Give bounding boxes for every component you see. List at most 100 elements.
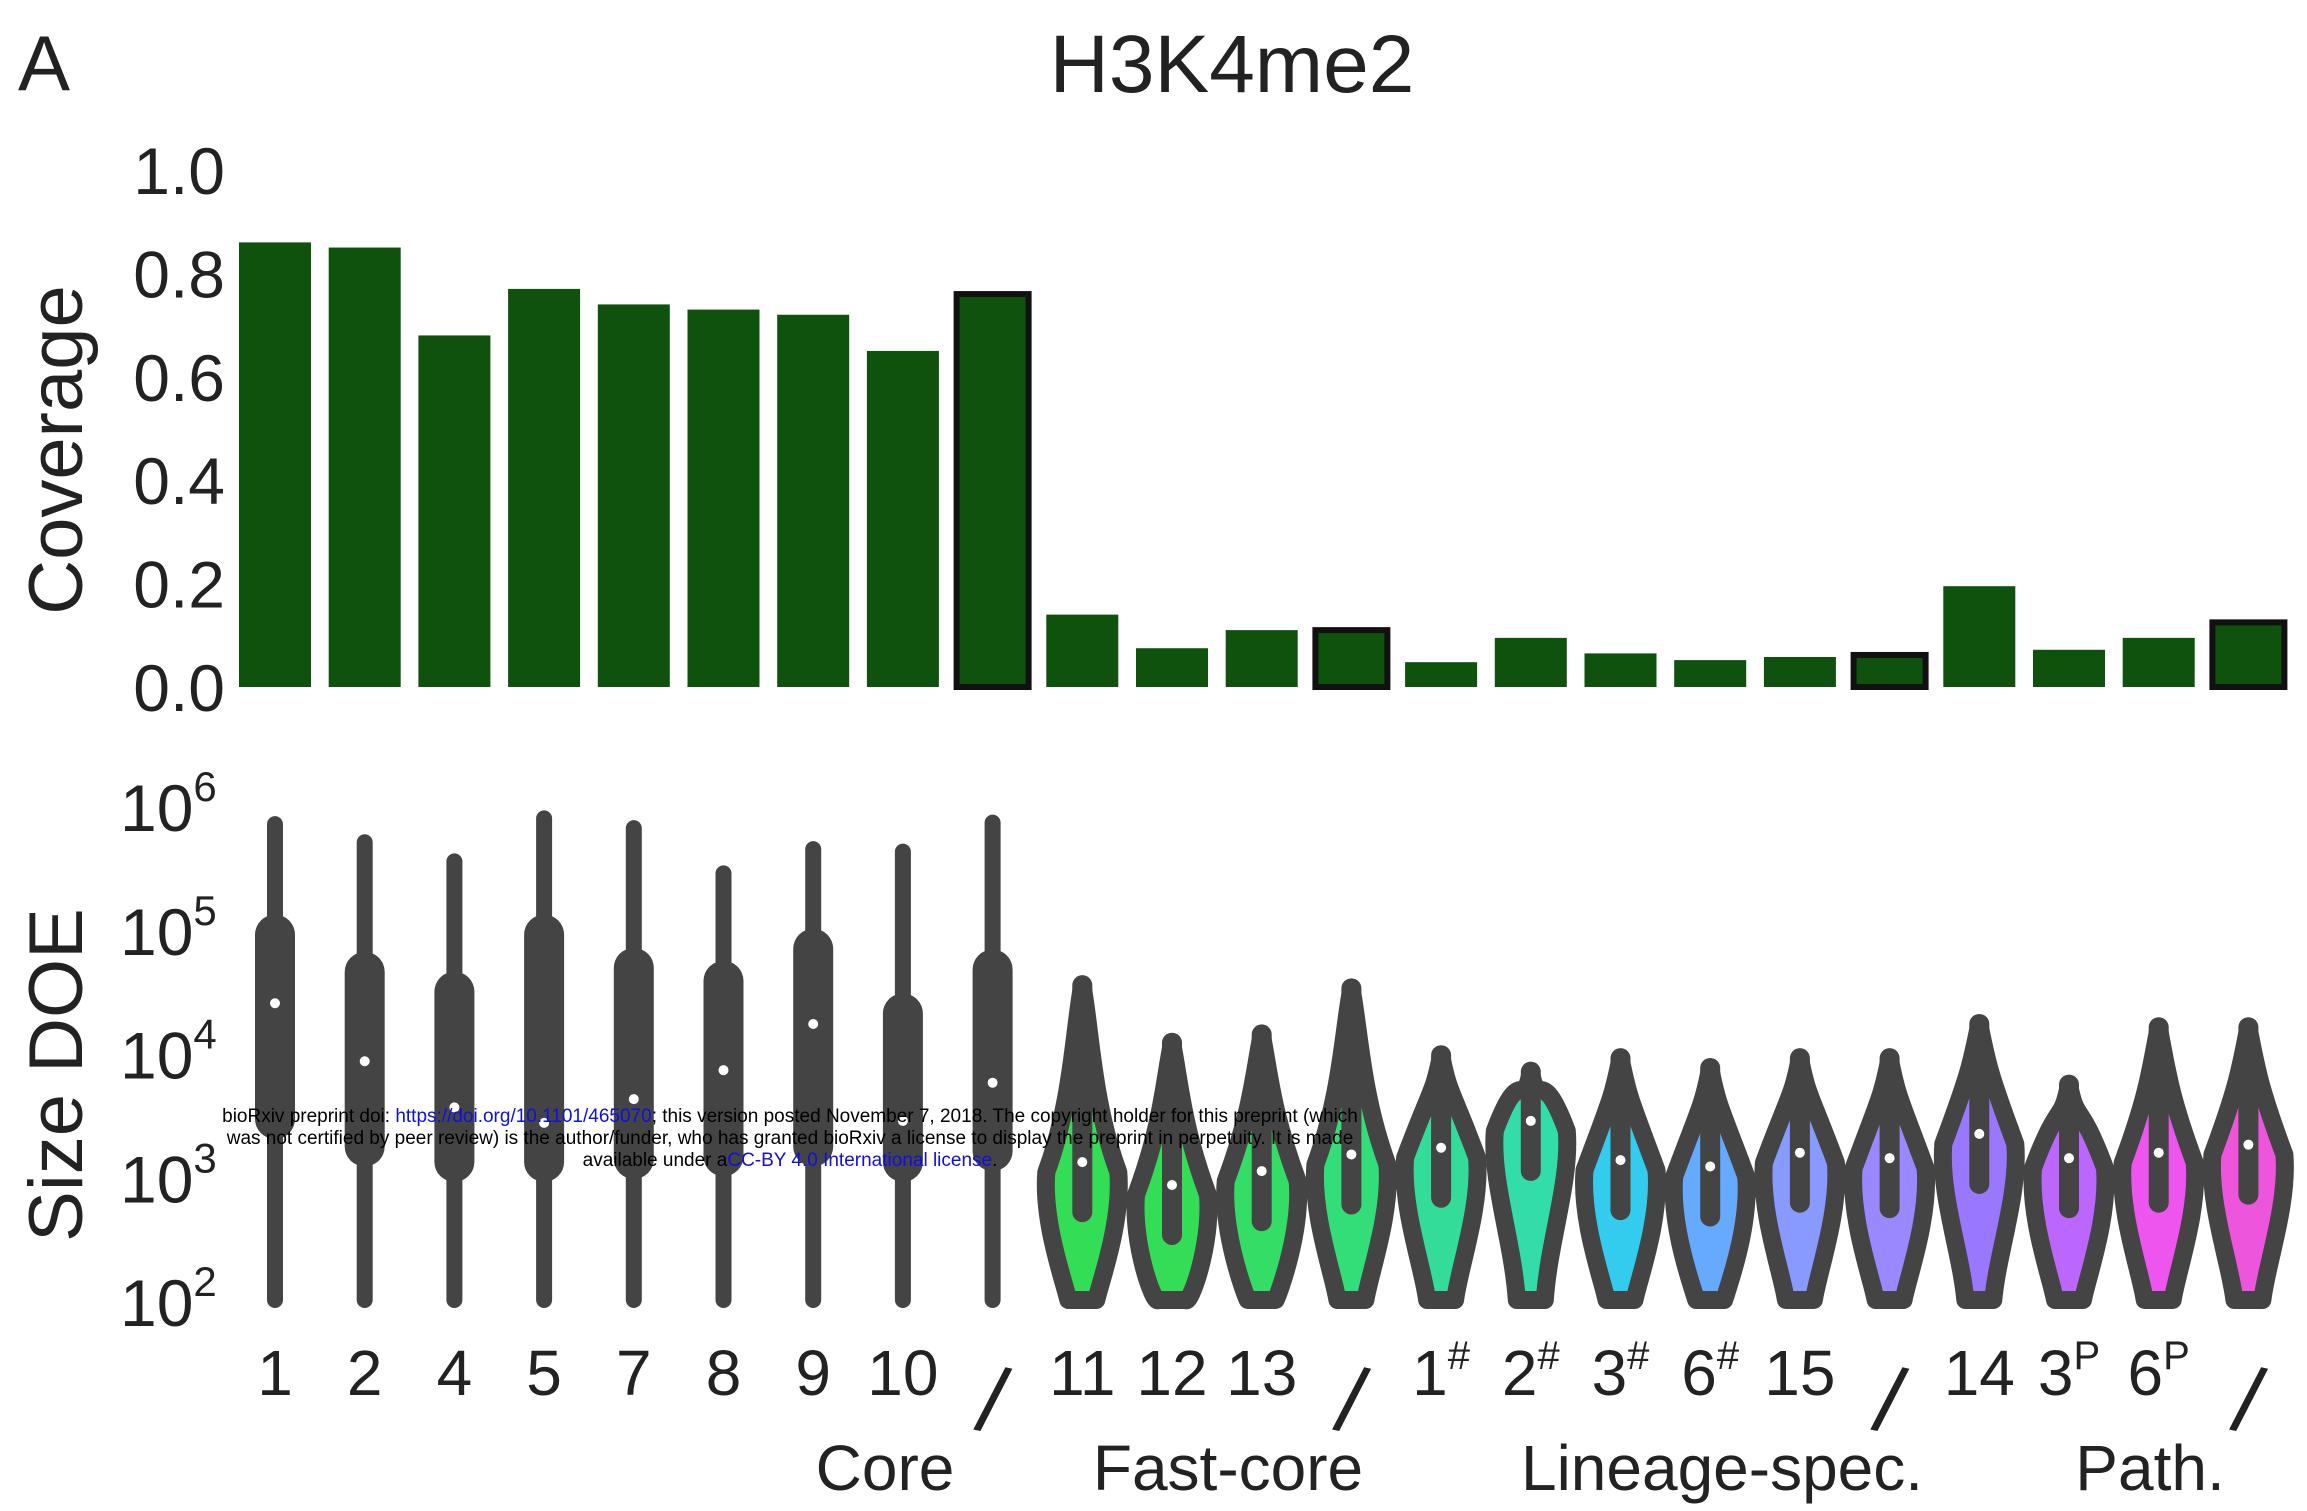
violin-box — [882, 993, 923, 1182]
violin-median — [2064, 1153, 2074, 1164]
violin-ytick-label: 106 — [120, 763, 217, 845]
violin — [2202, 1017, 2294, 1309]
bar — [418, 335, 491, 687]
violin-median — [2153, 1147, 2164, 1158]
bar-y-axis: 0.0 0.2 0.4 0.6 0.8 1.0 — [133, 134, 225, 725]
violin-median — [1167, 1179, 1177, 1190]
violin-median — [270, 998, 280, 1009]
notice-line1-start: bioRxiv preprint doi: — [222, 1106, 396, 1127]
bar-ytick-label: 0.6 — [133, 341, 225, 415]
bar-group-summary — [953, 291, 1032, 690]
violin-median — [718, 1065, 729, 1076]
bar — [687, 309, 760, 687]
violin-body — [1485, 1062, 1577, 1309]
violin-median — [1615, 1155, 1626, 1166]
violin-median — [449, 1102, 460, 1113]
bar — [777, 314, 850, 687]
x-tick-label: 3# — [1592, 1334, 1651, 1409]
panel-label: A — [18, 19, 70, 107]
doi-link[interactable]: https://doi.org/10.1101/465070 — [395, 1106, 652, 1127]
bar-ytick-label: 0.0 — [133, 651, 225, 725]
preprint-notice: bioRxiv preprint doi: https://doi.org/10… — [130, 1106, 1450, 1172]
violin-median — [2243, 1139, 2254, 1150]
violin — [1933, 1013, 2025, 1309]
bar — [1225, 630, 1298, 687]
violin — [2113, 1017, 2205, 1309]
violin — [793, 841, 834, 1308]
bar — [1494, 637, 1567, 687]
violin-median — [539, 1117, 550, 1128]
group-label: Core — [816, 1432, 955, 1504]
notice-line3-end: . — [992, 1150, 998, 1171]
violin — [703, 865, 744, 1308]
violin — [1126, 1032, 1218, 1310]
bar — [597, 304, 670, 687]
x-tick-label: 1 — [257, 1337, 293, 1409]
bar-ytick-label: 0.4 — [133, 444, 225, 518]
x-tick-label: 6P — [2128, 1334, 2190, 1409]
violin-y-axis: 102 103 104 105 106 — [120, 763, 217, 1340]
group-label: Lineage-spec. — [1521, 1432, 1923, 1504]
violin-median — [1436, 1142, 1447, 1153]
bar — [1046, 614, 1119, 687]
violin — [434, 853, 475, 1308]
group-separator: / — [969, 1348, 1016, 1453]
violin-median — [1256, 1166, 1267, 1177]
x-tick-label: 5 — [526, 1337, 562, 1409]
chart-title: H3K4me2 — [1050, 19, 1415, 110]
notice-line3-start: available under a — [582, 1150, 728, 1171]
group-labels: Core Fast-core Lineage-spec. Path. — [816, 1432, 2225, 1504]
violin-median — [808, 1018, 819, 1029]
bar-ytick-label: 0.2 — [133, 548, 225, 622]
violin-box — [972, 949, 1013, 1172]
x-tick-label: 13 — [1226, 1337, 1297, 1409]
violin-median — [1346, 1149, 1357, 1160]
violin — [1216, 1024, 1308, 1309]
x-tick-label: 7 — [616, 1337, 652, 1409]
x-tick-label: 2# — [1502, 1334, 1561, 1409]
x-tick-label: 4 — [437, 1337, 473, 1409]
bar — [2122, 637, 2195, 687]
violin — [1664, 1057, 1756, 1309]
violin-median — [359, 1056, 370, 1067]
violin-median — [987, 1077, 998, 1088]
violin-median — [1705, 1161, 1716, 1172]
violin — [255, 816, 295, 1308]
violin-median — [1974, 1128, 1985, 1139]
bar — [1943, 586, 2016, 687]
bar-ytick-label: 1.0 — [133, 134, 225, 208]
group-separator: / — [2225, 1348, 2272, 1453]
violin — [1844, 1048, 1936, 1309]
violin-median — [628, 1094, 639, 1105]
violin-median — [897, 1115, 908, 1126]
violin — [344, 834, 385, 1308]
x-tick-label: 15 — [1764, 1337, 1835, 1409]
violin — [1575, 1048, 1666, 1309]
x-tick-label: 14 — [1944, 1337, 2015, 1409]
violin-median — [1884, 1153, 1895, 1164]
violin — [1036, 975, 1128, 1309]
bar — [866, 350, 939, 687]
bar-group-summary — [1850, 651, 1929, 690]
notice-line2: was not certified by peer review) is the… — [226, 1128, 1354, 1149]
x-tick-label: 3P — [2038, 1334, 2100, 1409]
violin — [1485, 1061, 1577, 1309]
violin-median — [1077, 1157, 1088, 1168]
bar — [328, 247, 401, 688]
x-tick-label: 8 — [706, 1337, 742, 1409]
bar — [1674, 660, 1747, 687]
violin-box — [434, 971, 475, 1182]
bar-series — [239, 242, 2288, 691]
violin — [1305, 978, 1397, 1309]
x-tick-label: 2 — [347, 1337, 383, 1409]
x-tick-label: 10 — [867, 1337, 938, 1409]
violin — [972, 814, 1013, 1308]
x-tick-label: 1# — [1412, 1334, 1471, 1409]
violin-median — [1794, 1147, 1805, 1158]
license-link[interactable]: CC-BY 4.0 International license — [727, 1150, 993, 1171]
bar — [1136, 648, 1208, 687]
bar — [2033, 649, 2105, 687]
violin-ytick-label: 104 — [120, 1011, 217, 1093]
violin-ytick-label: 102 — [120, 1258, 217, 1340]
